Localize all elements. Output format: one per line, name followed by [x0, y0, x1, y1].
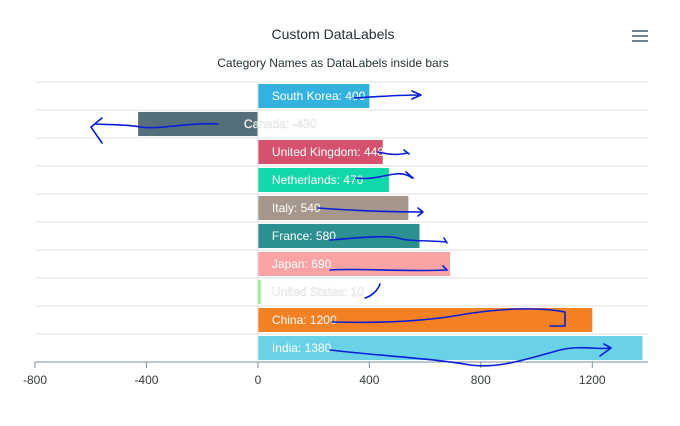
- annotation-arrow: [329, 235, 448, 244]
- chart-subtitle: Category Names as DataLabels inside bars: [217, 56, 449, 70]
- data-label: Netherlands: 470: [272, 173, 364, 187]
- chart-title: Custom DataLabels: [271, 26, 395, 42]
- bar[interactable]: [257, 223, 420, 249]
- x-tick-label: -400: [134, 373, 158, 387]
- bar-series: [138, 83, 643, 361]
- bar[interactable]: [257, 251, 451, 277]
- annotation-arrow: [317, 207, 424, 217]
- x-tick-label: 1200: [579, 373, 606, 387]
- annotation-arrow: [353, 90, 422, 100]
- data-label: Italy: 540: [272, 201, 321, 215]
- hand-drawn-annotations: [90, 90, 612, 367]
- bar[interactable]: [257, 195, 409, 221]
- data-label: South Korea: 400: [272, 89, 366, 103]
- data-labels: South Korea: 400 Canada: -430 United Kingd…: [244, 89, 385, 355]
- hamburger-menu-icon[interactable]: [632, 30, 648, 42]
- bar[interactable]: [257, 83, 370, 109]
- annotation-arrow: [355, 171, 414, 180]
- x-tick-label: -800: [23, 373, 47, 387]
- x-tick-label: 800: [471, 373, 491, 387]
- data-label: India: 1380: [272, 341, 332, 355]
- data-label: Japan: 690: [272, 257, 332, 271]
- bar[interactable]: [257, 167, 389, 193]
- data-label: China: 1200: [272, 313, 337, 327]
- bar[interactable]: [257, 279, 261, 305]
- data-label: Canada: -430: [244, 117, 317, 131]
- annotation-arrow: [329, 265, 448, 272]
- x-axis: -800 -400 0 400 800 1200: [23, 82, 648, 387]
- x-tick-label: 400: [359, 373, 379, 387]
- bar[interactable]: [257, 139, 383, 165]
- data-label: France: 580: [272, 229, 336, 243]
- data-label: United States: 10: [272, 285, 364, 299]
- x-tick-label: 0: [255, 373, 262, 387]
- annotation-arrow: [329, 343, 612, 367]
- annotation-arrow: [90, 117, 219, 144]
- annotation-arrow: [364, 283, 381, 299]
- data-label: United Kingdom: 448: [272, 145, 384, 159]
- grid-lines: [35, 81, 648, 363]
- annotation-arrow: [331, 308, 566, 327]
- annotation-arrow: [377, 149, 410, 156]
